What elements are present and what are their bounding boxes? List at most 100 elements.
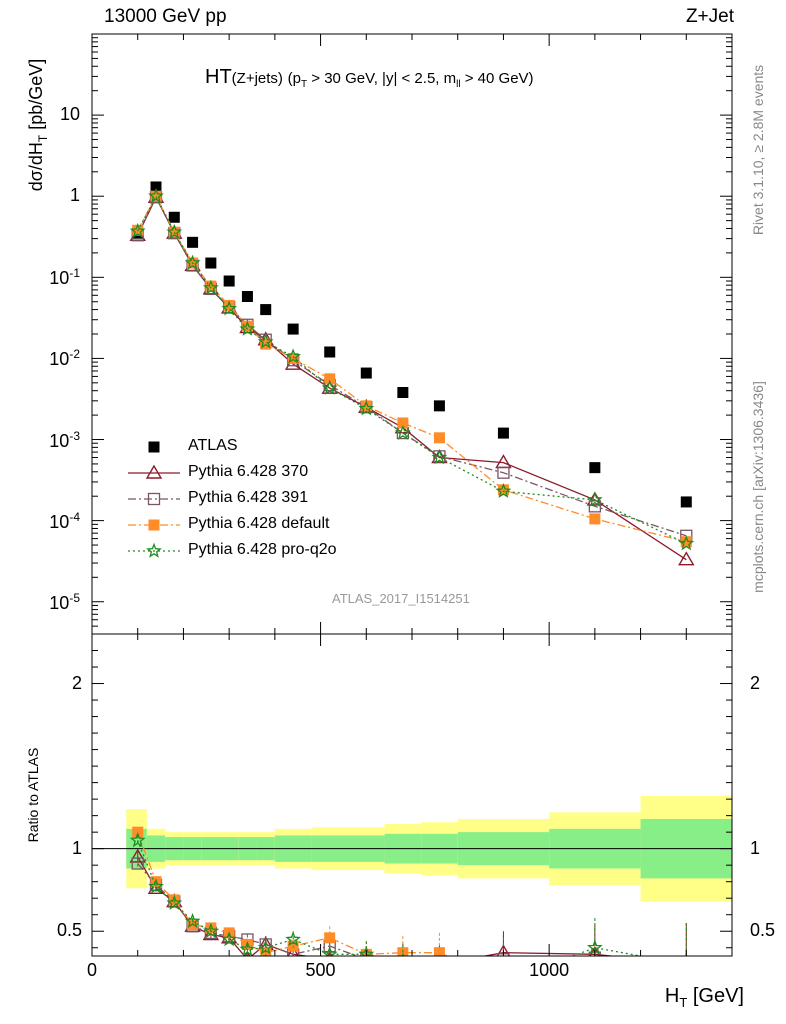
y-tick-label-ratio: 2 — [71, 672, 82, 693]
x-tick-label: 1000 — [529, 960, 570, 980]
x-tick-label: 0 — [86, 960, 98, 980]
y-tick-label-ratio: 1 — [750, 837, 761, 858]
main-title: HT(Z+jets) (pT > 30 GeV, |y| < 2.5, mll … — [205, 66, 534, 90]
ratio-series-3-point — [433, 969, 445, 981]
rivet-label: Rivet 3.1.10, ≥ 2.8M events — [750, 64, 766, 236]
title-sub: (Z+jets) — [231, 70, 283, 87]
series-3-point — [680, 536, 692, 548]
series-4-point — [148, 187, 164, 203]
ratio-series-3-point — [221, 931, 237, 947]
ratio-series-0-point — [496, 944, 511, 956]
series-0-point — [223, 275, 235, 287]
series-0-point — [205, 257, 217, 269]
ratio-series-3-point — [239, 941, 256, 956]
main-panel-curves — [129, 181, 695, 566]
series-4-point — [239, 320, 256, 336]
series-4-point — [321, 379, 338, 395]
ratio-series-1-point — [434, 962, 445, 973]
ratio-series-2-point — [681, 959, 692, 970]
ratio-series-3-point — [257, 939, 274, 955]
title-main: HT — [205, 66, 232, 88]
series-1-point — [431, 449, 448, 464]
title-cuts: (pT > 30 GeV, |y| < 2.5, mll > 40 GeV) — [287, 70, 534, 90]
y-tick-label-main: 10-3 — [49, 428, 80, 451]
series-0-point — [433, 400, 445, 412]
series-2-point — [497, 466, 510, 479]
series-4-point — [257, 333, 274, 349]
legend-marker — [148, 519, 160, 531]
y-tick-label-main: 10-4 — [49, 509, 80, 532]
series-0-point — [397, 386, 409, 398]
y-tick-label-main: 1 — [69, 185, 80, 206]
series-4-point — [586, 491, 603, 507]
y-tick-label-ratio: 0.5 — [750, 920, 776, 941]
ratio-series-2-point — [132, 826, 144, 838]
legend-marker — [148, 441, 160, 453]
legend-label: Pythia 6.428 default — [188, 515, 330, 532]
series-3-point — [223, 299, 235, 311]
ratio-panel-curves — [129, 826, 692, 988]
series-4-point — [202, 279, 219, 295]
series-0-point — [187, 236, 199, 248]
series-4-point — [221, 300, 238, 316]
y-tick-label-ratio: 1 — [71, 837, 82, 858]
ratio-series-2-point — [433, 947, 445, 956]
series-0-point — [497, 427, 509, 439]
series-3-point — [205, 280, 217, 292]
legend — [128, 441, 180, 558]
ratio-series-0-point — [686, 955, 687, 956]
series-3-point — [287, 352, 299, 364]
ratio-series-0-point — [287, 945, 299, 956]
series-0-point — [168, 211, 180, 223]
y-axis-label-main: dσ/dHT [pb/GeV] — [26, 58, 50, 192]
series-0-point — [241, 290, 253, 302]
ratio-series-0-point — [439, 955, 440, 956]
header-left-label: 13000 GeV pp — [104, 6, 227, 27]
ratio-series-3-point — [321, 945, 338, 956]
series-0-point — [287, 323, 299, 335]
y-axis-label-ratio: Ratio to ATLAS — [25, 747, 41, 843]
series-3-point — [324, 373, 336, 385]
series-3-point — [497, 484, 509, 496]
series-0-point — [260, 304, 272, 316]
ratio-series-1-point — [131, 857, 144, 870]
series-3-point — [150, 190, 162, 202]
series-2-line — [137, 195, 687, 537]
series-0-point — [360, 367, 372, 379]
ratio-series-3-point — [680, 958, 692, 970]
ratio-series-3-point — [184, 912, 201, 929]
ratio-series-3-point — [129, 832, 146, 848]
y-tick-label-main: 10-1 — [49, 266, 80, 289]
series-0-point — [680, 496, 692, 508]
series-3-line — [137, 194, 687, 543]
x-tick-label: 500 — [305, 960, 336, 980]
series-4-point — [166, 223, 183, 239]
series-4-point — [285, 348, 301, 364]
series-1-point — [586, 491, 604, 506]
y-tick-label-ratio: 0.5 — [56, 920, 82, 941]
ratio-series-3-point — [497, 976, 509, 988]
series-4-point — [358, 400, 375, 416]
series-4-point — [184, 254, 201, 270]
mcplots-label: mcplots.cern.ch [arXiv:1306.3436] — [750, 381, 766, 593]
series-2-point — [588, 500, 602, 513]
series-1-point — [495, 454, 512, 469]
y-tick-label-main: 10-5 — [49, 590, 80, 613]
series-0-point — [589, 462, 601, 474]
y-tick-label-ratio: 2 — [750, 672, 761, 693]
series-4-point — [129, 222, 146, 238]
ratio-series-1-point — [681, 959, 692, 970]
series-3-point — [433, 432, 445, 444]
ratio-series-2-point — [397, 947, 409, 956]
ratio-series-3-point — [202, 922, 219, 938]
ratio-series-3-point — [148, 878, 164, 894]
ratio-series-2-point — [287, 940, 299, 952]
ratio-series-2-point — [589, 969, 600, 980]
ratio-series-2-point — [498, 975, 509, 986]
legend-marker — [145, 464, 163, 479]
series-4-point — [678, 535, 695, 551]
legend-marker — [147, 492, 161, 506]
analysis-tag: ATLAS_2017_I1514251 — [332, 591, 470, 606]
y-tick-label-main: 10 — [59, 104, 80, 125]
